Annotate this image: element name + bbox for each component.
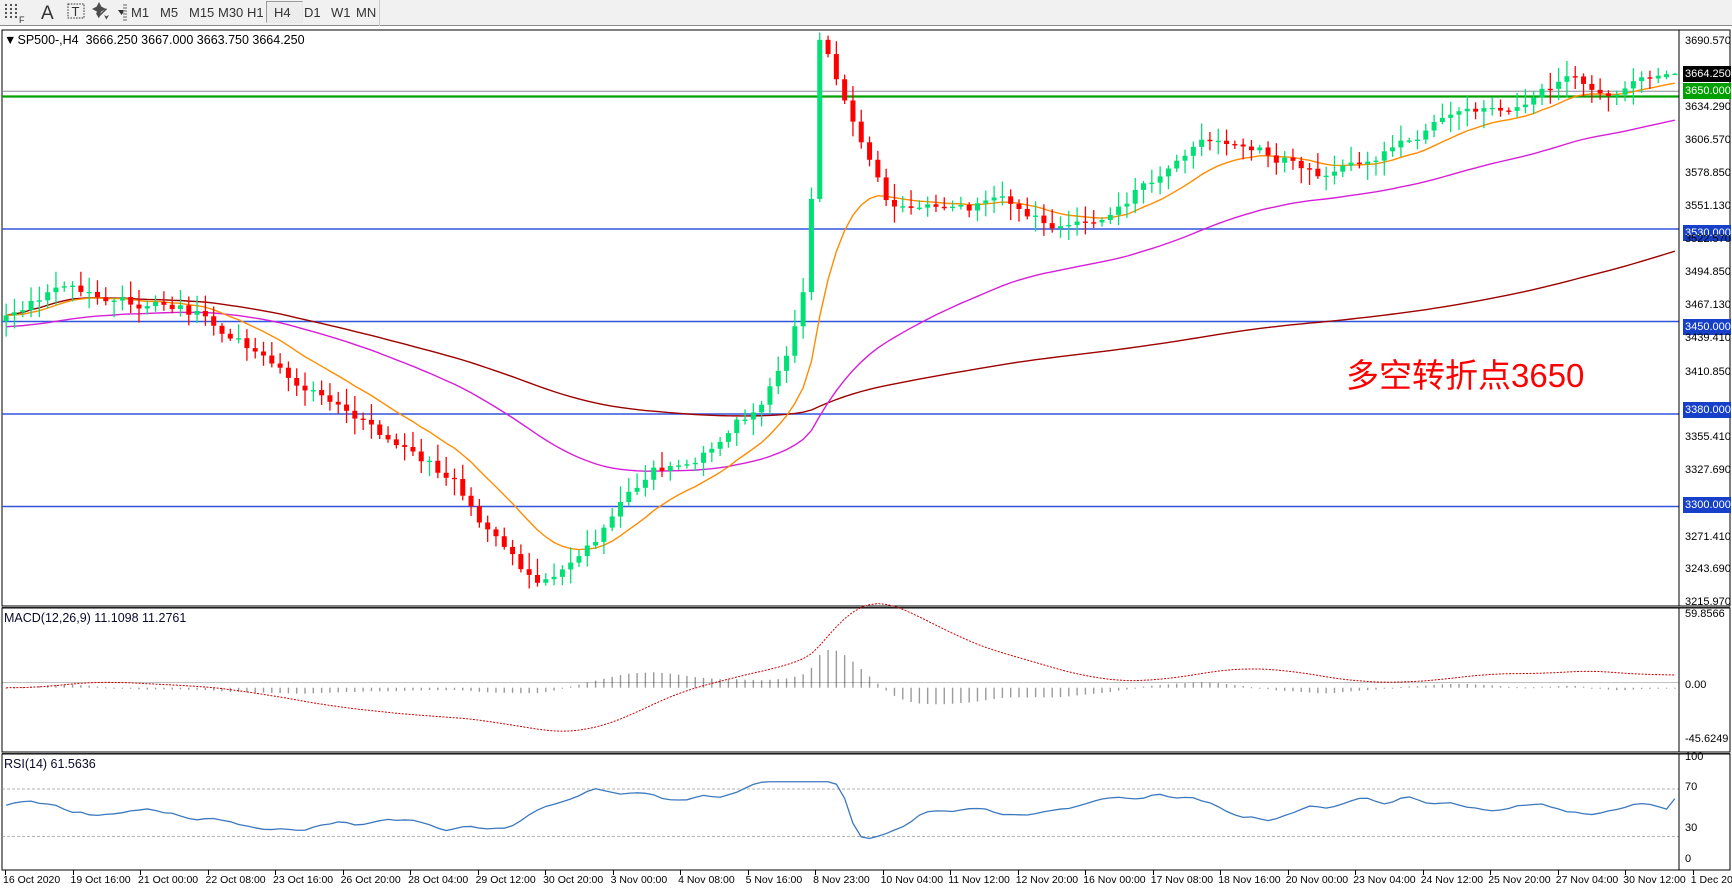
svg-text:T: T	[72, 4, 80, 19]
svg-text:F: F	[19, 15, 25, 25]
svg-text:A: A	[41, 3, 54, 24]
